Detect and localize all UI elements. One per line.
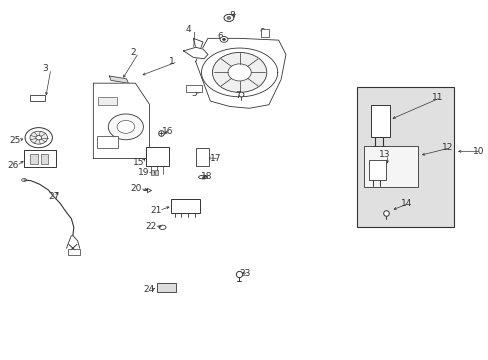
Circle shape	[36, 135, 41, 140]
Bar	[98, 97, 117, 105]
Bar	[363, 146, 417, 187]
Text: 10: 10	[472, 147, 483, 156]
Bar	[24, 150, 56, 167]
Text: 17: 17	[210, 154, 222, 163]
Circle shape	[226, 17, 230, 19]
Circle shape	[222, 39, 225, 41]
Text: 24: 24	[143, 285, 154, 294]
Bar	[68, 249, 80, 255]
Bar	[97, 136, 118, 148]
Text: 21: 21	[150, 206, 161, 215]
Text: 8: 8	[229, 10, 235, 19]
Text: 22: 22	[145, 222, 157, 231]
Circle shape	[117, 120, 134, 133]
Text: 27: 27	[48, 192, 60, 201]
Circle shape	[224, 14, 233, 22]
Text: 1: 1	[168, 57, 174, 66]
Text: 4: 4	[185, 25, 191, 34]
Text: 3: 3	[42, 64, 48, 73]
Polygon shape	[201, 48, 277, 97]
Text: 7: 7	[234, 91, 240, 100]
Bar	[171, 199, 199, 213]
Text: 16: 16	[161, 127, 173, 136]
Circle shape	[108, 114, 143, 140]
Text: 23: 23	[239, 269, 250, 278]
Text: 12: 12	[441, 143, 452, 152]
Bar	[185, 85, 201, 92]
Text: 9: 9	[259, 28, 264, 37]
Polygon shape	[93, 83, 149, 158]
Bar	[260, 30, 269, 37]
Bar	[195, 148, 209, 166]
Bar	[157, 283, 176, 292]
Text: 26: 26	[8, 161, 19, 170]
Circle shape	[25, 128, 52, 148]
Bar	[368, 160, 385, 180]
Polygon shape	[183, 47, 207, 59]
Text: 13: 13	[378, 150, 389, 159]
Bar	[30, 95, 44, 101]
Bar	[151, 170, 154, 175]
Bar	[370, 105, 389, 137]
Text: 15: 15	[133, 158, 144, 167]
Text: 6: 6	[217, 32, 223, 41]
Bar	[146, 147, 169, 166]
Bar	[155, 170, 158, 175]
Bar	[30, 154, 38, 164]
Polygon shape	[109, 76, 128, 83]
Text: 5: 5	[190, 89, 196, 98]
Bar	[41, 154, 48, 164]
Text: 25: 25	[10, 136, 21, 145]
Text: 19: 19	[138, 168, 149, 177]
Circle shape	[220, 37, 227, 42]
Circle shape	[30, 131, 47, 144]
Text: 18: 18	[200, 172, 212, 181]
Circle shape	[227, 64, 251, 81]
Circle shape	[212, 53, 266, 93]
Bar	[356, 87, 453, 226]
Text: 20: 20	[130, 184, 142, 193]
Text: 14: 14	[400, 199, 411, 208]
Polygon shape	[193, 39, 285, 108]
Text: 11: 11	[431, 93, 443, 102]
Text: 2: 2	[130, 48, 135, 57]
